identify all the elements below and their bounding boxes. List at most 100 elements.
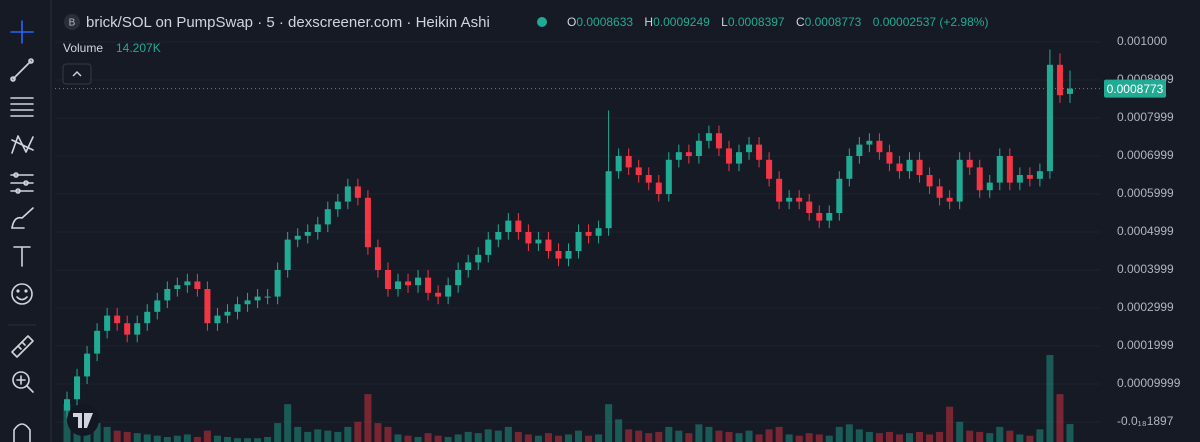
candle-body (384, 270, 391, 290)
volume-bar (775, 426, 783, 442)
candle-body (645, 174, 652, 183)
zoom-tool[interactable] (12, 371, 34, 393)
crosshair-tool[interactable] (10, 20, 34, 44)
candle-body (364, 197, 371, 248)
candle-body (485, 239, 492, 255)
candle-body (766, 159, 773, 179)
candle-body (394, 281, 402, 290)
volume-bar (504, 426, 512, 442)
volume-bar (163, 436, 171, 442)
volume-bar (1066, 424, 1074, 442)
candle-body (74, 376, 81, 400)
pattern-tool[interactable] (11, 135, 34, 154)
candle-body (274, 270, 281, 297)
volume-bar (615, 419, 623, 442)
text-tool[interactable] (13, 246, 31, 267)
volume-bar (625, 429, 633, 442)
trendline-tool[interactable] (10, 58, 34, 82)
volume-bar (354, 421, 362, 442)
y-tick-label: 0.0003999 (1117, 262, 1174, 276)
volume-bar (785, 434, 793, 442)
y-tick-label: -0.0₁₈1897 (1117, 414, 1174, 428)
volume-bar (424, 433, 432, 442)
volume-bar (855, 429, 863, 442)
volume-bar (585, 435, 593, 442)
volume-bar (835, 426, 843, 442)
volume-bar (554, 435, 562, 442)
candle-body (1016, 174, 1023, 183)
candle-body (796, 197, 803, 202)
candle-body (104, 315, 111, 331)
volume-bar (956, 421, 964, 442)
volume-pane (63, 355, 1074, 442)
volume-bar (434, 435, 442, 442)
ohlc-key: H (644, 15, 653, 29)
candle-body (1046, 64, 1053, 172)
candle-body (826, 213, 833, 221)
candle-body (675, 152, 682, 160)
prediction-tool[interactable] (10, 172, 34, 194)
price-tag: 0.0008773 (1104, 79, 1166, 98)
volume-bar (334, 431, 342, 442)
volume-bar (605, 404, 613, 442)
volume-bar (926, 434, 934, 442)
symbol-title[interactable]: brick/SOL on PumpSwap · 5 · dexscreener.… (86, 14, 490, 31)
candle-body (495, 232, 502, 240)
volume-bar (905, 433, 914, 442)
volume-bar (484, 429, 492, 442)
volume-bar (213, 435, 221, 442)
candle-body (114, 315, 121, 324)
volume-bar (645, 433, 653, 442)
collapse-button[interactable] (62, 63, 92, 85)
volume-bar (464, 431, 472, 442)
collapse-icon (72, 71, 82, 77)
candle-body (515, 220, 522, 233)
volume-bar (635, 430, 643, 442)
candle-body (956, 159, 963, 202)
candle-body (124, 323, 131, 335)
candle-body (264, 296, 271, 298)
candle-body (1066, 88, 1073, 94)
candle-body (585, 232, 592, 236)
candle-body (425, 277, 432, 293)
candle-body (746, 144, 753, 153)
change: 0.00002537 (+2.98%) (873, 15, 989, 29)
emoji-tool[interactable] (11, 283, 33, 305)
candle-body (334, 201, 341, 210)
volume-bar (394, 434, 402, 442)
logo[interactable] (67, 404, 99, 436)
candle-body (906, 159, 913, 172)
y-tick-label: 0.00009999 (1117, 376, 1181, 390)
candles (64, 49, 1073, 419)
candle-body (184, 281, 191, 286)
toolbar-bg (0, 0, 50, 442)
volume-bar (254, 438, 262, 442)
candle-body (695, 140, 702, 156)
volume-bar (885, 431, 893, 442)
candle-body (1026, 174, 1033, 179)
volume-bar (825, 435, 833, 442)
ruler-tool[interactable] (11, 335, 34, 358)
candle-body (405, 281, 412, 286)
candle-body (665, 159, 672, 194)
volume-bar (153, 435, 161, 442)
volume-bar (414, 436, 422, 442)
fib-tool[interactable] (10, 97, 34, 117)
candle-body (1056, 64, 1063, 96)
magnet-tool[interactable] (13, 423, 31, 442)
candle-body (946, 197, 953, 202)
volume-bar (223, 436, 232, 442)
volume-bar (404, 435, 412, 442)
candle-body (505, 220, 512, 233)
candle-body (615, 155, 622, 172)
volume-bar (655, 431, 663, 442)
candle-body (725, 148, 732, 164)
volume-bar (183, 434, 191, 442)
candle-body (94, 330, 101, 354)
volume-bar (324, 430, 332, 442)
brush-tool[interactable] (11, 207, 34, 229)
candle-body (64, 399, 71, 411)
volume-bar (936, 431, 944, 442)
